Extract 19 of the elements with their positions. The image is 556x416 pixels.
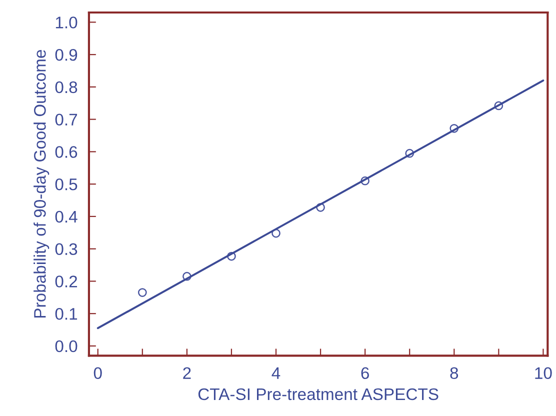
y-tick-label: 0.0 — [55, 340, 78, 352]
x-tick-label: 2 — [183, 367, 191, 379]
x-tick-label: 4 — [272, 367, 280, 379]
y-tick-label: 0.3 — [55, 243, 78, 256]
y-tick-label: 0.8 — [55, 81, 78, 94]
y-tick-label: 0.4 — [55, 210, 78, 223]
y-tick-label: 0.9 — [55, 48, 78, 61]
y-tick-label: 0.6 — [55, 146, 78, 158]
y-tick-label: 0.1 — [55, 308, 78, 320]
x-axis-title: CTA-SI Pre-treatment ASPECTS — [198, 388, 438, 400]
x-tick-label: 6 — [361, 367, 369, 380]
x-tick-label: 8 — [450, 367, 458, 380]
x-tick-label: 0 — [94, 367, 102, 380]
y-tick-label: 0.5 — [55, 178, 78, 190]
y-tick-label: 0.7 — [55, 114, 78, 126]
y-tick-label: 1.0 — [56, 16, 78, 28]
x-tick-label: 10 — [535, 367, 552, 380]
y-axis-title: Probability of 90-day Good Outcome — [34, 50, 50, 318]
y-tick-label: 0.2 — [55, 276, 78, 288]
